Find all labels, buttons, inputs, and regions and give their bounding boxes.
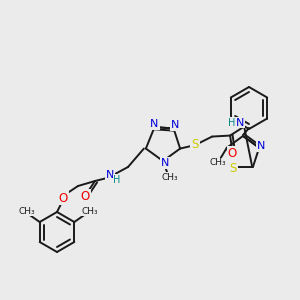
Text: O: O bbox=[58, 191, 68, 205]
Text: N: N bbox=[236, 118, 244, 128]
Text: S: S bbox=[191, 138, 199, 151]
Text: CH₃: CH₃ bbox=[18, 206, 35, 215]
Text: N: N bbox=[161, 158, 169, 168]
Text: O: O bbox=[227, 147, 237, 160]
Text: N: N bbox=[257, 141, 266, 151]
Text: H: H bbox=[113, 175, 121, 185]
Text: H: H bbox=[228, 118, 236, 128]
Text: CH₃: CH₃ bbox=[81, 206, 98, 215]
Text: O: O bbox=[80, 190, 90, 202]
Text: CH₃: CH₃ bbox=[209, 158, 226, 167]
Text: N: N bbox=[106, 170, 114, 180]
Text: N: N bbox=[170, 120, 179, 130]
Text: N: N bbox=[150, 119, 159, 129]
Text: CH₃: CH₃ bbox=[162, 172, 178, 182]
Text: S: S bbox=[229, 162, 237, 175]
